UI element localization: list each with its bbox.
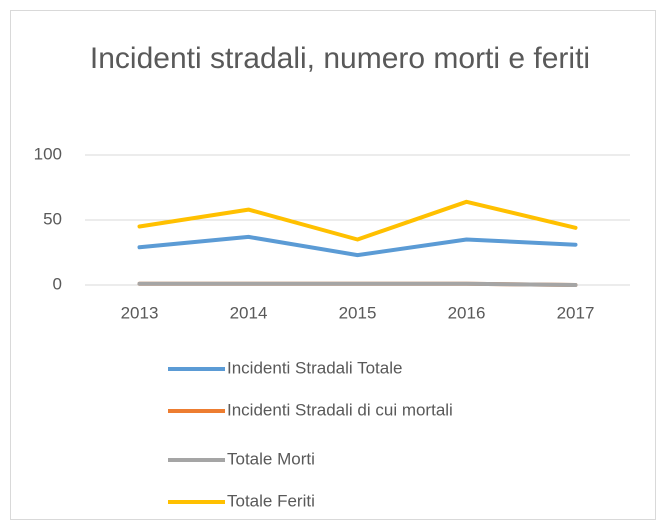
x-tick-label: 2014 — [230, 303, 268, 322]
chart-border — [10, 10, 656, 520]
y-tick-label: 100 — [34, 144, 62, 163]
y-tick-label: 50 — [43, 209, 62, 228]
y-tick-label: 0 — [53, 274, 62, 293]
legend-label: Totale Morti — [227, 449, 315, 468]
legend-label: Incidenti Stradali di cui mortali — [227, 400, 453, 419]
series-line — [137, 199, 578, 242]
chart-title: Incidenti stradali, numero morti e ferit… — [89, 42, 591, 75]
series-line — [137, 234, 578, 258]
x-tick-label: 2016 — [448, 303, 486, 322]
legend-label: Totale Feriti — [227, 491, 315, 510]
series-line — [137, 281, 578, 287]
x-tick-label: 2017 — [557, 303, 595, 322]
legend-label: Incidenti Stradali Totale — [227, 358, 402, 377]
x-tick-label: 2013 — [121, 303, 159, 322]
x-tick-label: 2015 — [339, 303, 377, 322]
